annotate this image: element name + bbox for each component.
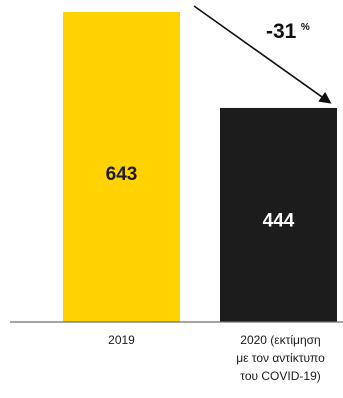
category-label-2: 2020 (εκτίμηση με τον αντίκτυπο του COVID-…: [236, 333, 325, 383]
bar-1: [63, 12, 180, 322]
trend-arrow: [193, 5, 332, 104]
category-label-line: με τον αντίκτυπο: [236, 351, 325, 365]
bar-2: [220, 107, 337, 322]
category-label-line: 2019: [108, 333, 135, 347]
change-annotation-suffix: %: [301, 22, 310, 33]
change-annotation: -31 %: [266, 20, 310, 43]
category-label-line: 2020 (εκτίμηση: [240, 333, 320, 347]
category-label-line: του COVID-19): [240, 369, 320, 383]
bars-layer: [63, 12, 337, 322]
change-annotation-value: -31: [266, 20, 297, 43]
labels-layer: 643 2019 444 2020 (εκτίμηση με τον αντίκτυπο…: [106, 164, 325, 383]
data-label-2: 444: [263, 210, 295, 231]
data-label-1: 643: [106, 164, 138, 185]
category-label-1: 2019: [108, 333, 135, 347]
